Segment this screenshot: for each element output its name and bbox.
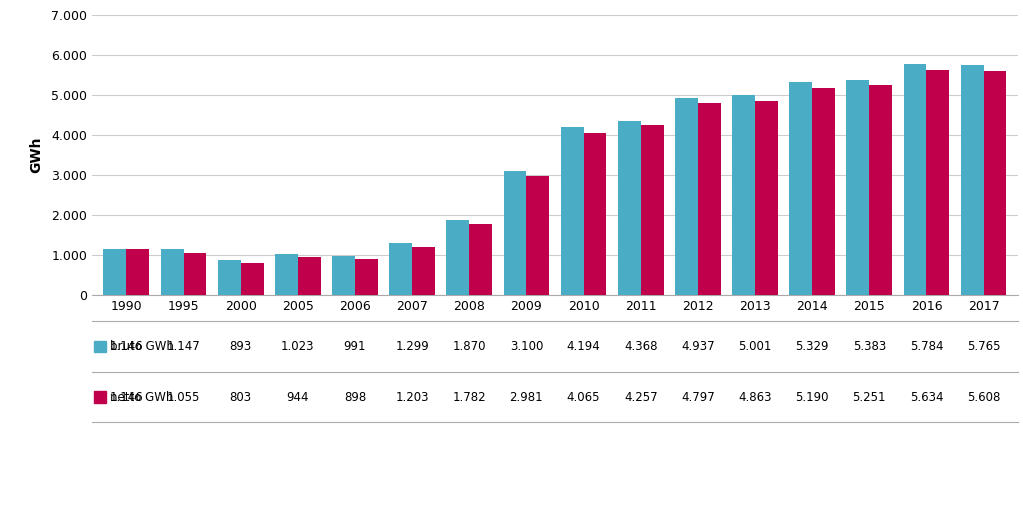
- Bar: [470, 224, 492, 295]
- Text: 5.001: 5.001: [739, 340, 771, 353]
- Text: 1.147: 1.147: [167, 340, 201, 353]
- Text: 5.634: 5.634: [909, 390, 943, 404]
- Bar: [675, 98, 698, 295]
- Text: 4.065: 4.065: [567, 390, 601, 404]
- Text: 5.784: 5.784: [909, 340, 943, 353]
- Bar: [755, 101, 777, 295]
- Text: 4.194: 4.194: [567, 340, 601, 353]
- Text: bruto GWh: bruto GWh: [110, 340, 174, 353]
- Bar: [618, 121, 640, 295]
- Bar: [983, 71, 1007, 295]
- Bar: [583, 133, 607, 295]
- Bar: [275, 254, 298, 295]
- Bar: [961, 65, 983, 295]
- Text: 803: 803: [229, 390, 252, 404]
- Text: 1.146: 1.146: [109, 340, 143, 353]
- Bar: [355, 259, 377, 295]
- Text: 1.055: 1.055: [167, 390, 201, 404]
- Bar: [446, 220, 470, 295]
- Text: 1.146: 1.146: [109, 390, 143, 404]
- Bar: [812, 88, 835, 295]
- Text: 1.782: 1.782: [452, 390, 486, 404]
- Bar: [561, 127, 583, 295]
- Text: 4.937: 4.937: [681, 340, 715, 353]
- Text: 991: 991: [344, 340, 366, 353]
- Bar: [503, 171, 527, 295]
- Bar: [790, 82, 812, 295]
- Text: 4.797: 4.797: [681, 390, 715, 404]
- Text: 944: 944: [286, 390, 309, 404]
- Bar: [183, 253, 207, 295]
- Text: 3.100: 3.100: [509, 340, 543, 353]
- Bar: [412, 247, 435, 295]
- Bar: [698, 103, 721, 295]
- Text: 4.863: 4.863: [739, 390, 771, 404]
- Text: 4.257: 4.257: [624, 390, 658, 404]
- Text: 5.329: 5.329: [796, 340, 829, 353]
- Bar: [332, 256, 355, 295]
- Text: 893: 893: [229, 340, 252, 353]
- Text: 5.383: 5.383: [853, 340, 886, 353]
- Bar: [927, 70, 949, 295]
- Text: netto GWh: netto GWh: [110, 390, 174, 404]
- Bar: [218, 260, 240, 295]
- Text: 1.870: 1.870: [452, 340, 486, 353]
- Bar: [903, 64, 927, 295]
- Bar: [240, 263, 264, 295]
- Bar: [732, 95, 755, 295]
- Bar: [389, 243, 412, 295]
- Text: 898: 898: [344, 390, 366, 404]
- Text: 5.608: 5.608: [967, 390, 1000, 404]
- Bar: [527, 176, 549, 295]
- Bar: [640, 125, 664, 295]
- Text: 2.981: 2.981: [509, 390, 543, 404]
- Bar: [127, 249, 149, 295]
- Text: 5.251: 5.251: [852, 390, 886, 404]
- Bar: [161, 249, 183, 295]
- Y-axis label: GWh: GWh: [29, 137, 43, 174]
- Bar: [103, 249, 127, 295]
- Text: 1.023: 1.023: [281, 340, 314, 353]
- Text: 5.190: 5.190: [796, 390, 829, 404]
- Bar: [298, 258, 320, 295]
- Text: 5.765: 5.765: [967, 340, 1000, 353]
- Bar: [870, 85, 892, 295]
- Text: 1.299: 1.299: [395, 340, 429, 353]
- Text: 4.368: 4.368: [624, 340, 658, 353]
- Text: 1.203: 1.203: [395, 390, 429, 404]
- Bar: [846, 80, 870, 295]
